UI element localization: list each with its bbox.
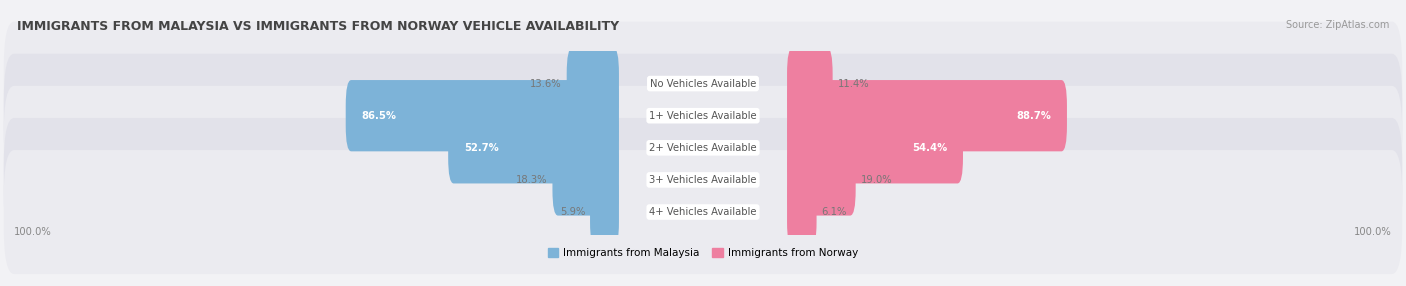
Text: 19.0%: 19.0% [860, 175, 893, 185]
FancyBboxPatch shape [4, 118, 1402, 242]
FancyBboxPatch shape [4, 86, 1402, 210]
Text: 88.7%: 88.7% [1017, 111, 1052, 121]
Text: No Vehicles Available: No Vehicles Available [650, 79, 756, 89]
FancyBboxPatch shape [346, 80, 619, 151]
FancyBboxPatch shape [449, 112, 619, 183]
Text: 100.0%: 100.0% [1354, 227, 1392, 237]
FancyBboxPatch shape [4, 22, 1402, 146]
Text: 86.5%: 86.5% [361, 111, 396, 121]
FancyBboxPatch shape [787, 80, 1067, 151]
FancyBboxPatch shape [787, 144, 856, 216]
Text: 4+ Vehicles Available: 4+ Vehicles Available [650, 207, 756, 217]
FancyBboxPatch shape [787, 176, 817, 248]
Text: 2+ Vehicles Available: 2+ Vehicles Available [650, 143, 756, 153]
FancyBboxPatch shape [787, 48, 832, 119]
Text: 1+ Vehicles Available: 1+ Vehicles Available [650, 111, 756, 121]
Text: 11.4%: 11.4% [838, 79, 869, 89]
FancyBboxPatch shape [567, 48, 619, 119]
Text: 18.3%: 18.3% [516, 175, 547, 185]
FancyBboxPatch shape [553, 144, 619, 216]
Text: 100.0%: 100.0% [14, 227, 52, 237]
Text: 13.6%: 13.6% [530, 79, 562, 89]
Text: 54.4%: 54.4% [912, 143, 948, 153]
FancyBboxPatch shape [4, 54, 1402, 178]
Text: Source: ZipAtlas.com: Source: ZipAtlas.com [1285, 20, 1389, 30]
Text: 52.7%: 52.7% [464, 143, 499, 153]
Text: 6.1%: 6.1% [821, 207, 846, 217]
FancyBboxPatch shape [4, 150, 1402, 274]
Text: 3+ Vehicles Available: 3+ Vehicles Available [650, 175, 756, 185]
Legend: Immigrants from Malaysia, Immigrants from Norway: Immigrants from Malaysia, Immigrants fro… [544, 244, 862, 262]
Text: IMMIGRANTS FROM MALAYSIA VS IMMIGRANTS FROM NORWAY VEHICLE AVAILABILITY: IMMIGRANTS FROM MALAYSIA VS IMMIGRANTS F… [17, 20, 619, 33]
FancyBboxPatch shape [787, 112, 963, 183]
Text: 5.9%: 5.9% [560, 207, 585, 217]
FancyBboxPatch shape [591, 176, 619, 248]
